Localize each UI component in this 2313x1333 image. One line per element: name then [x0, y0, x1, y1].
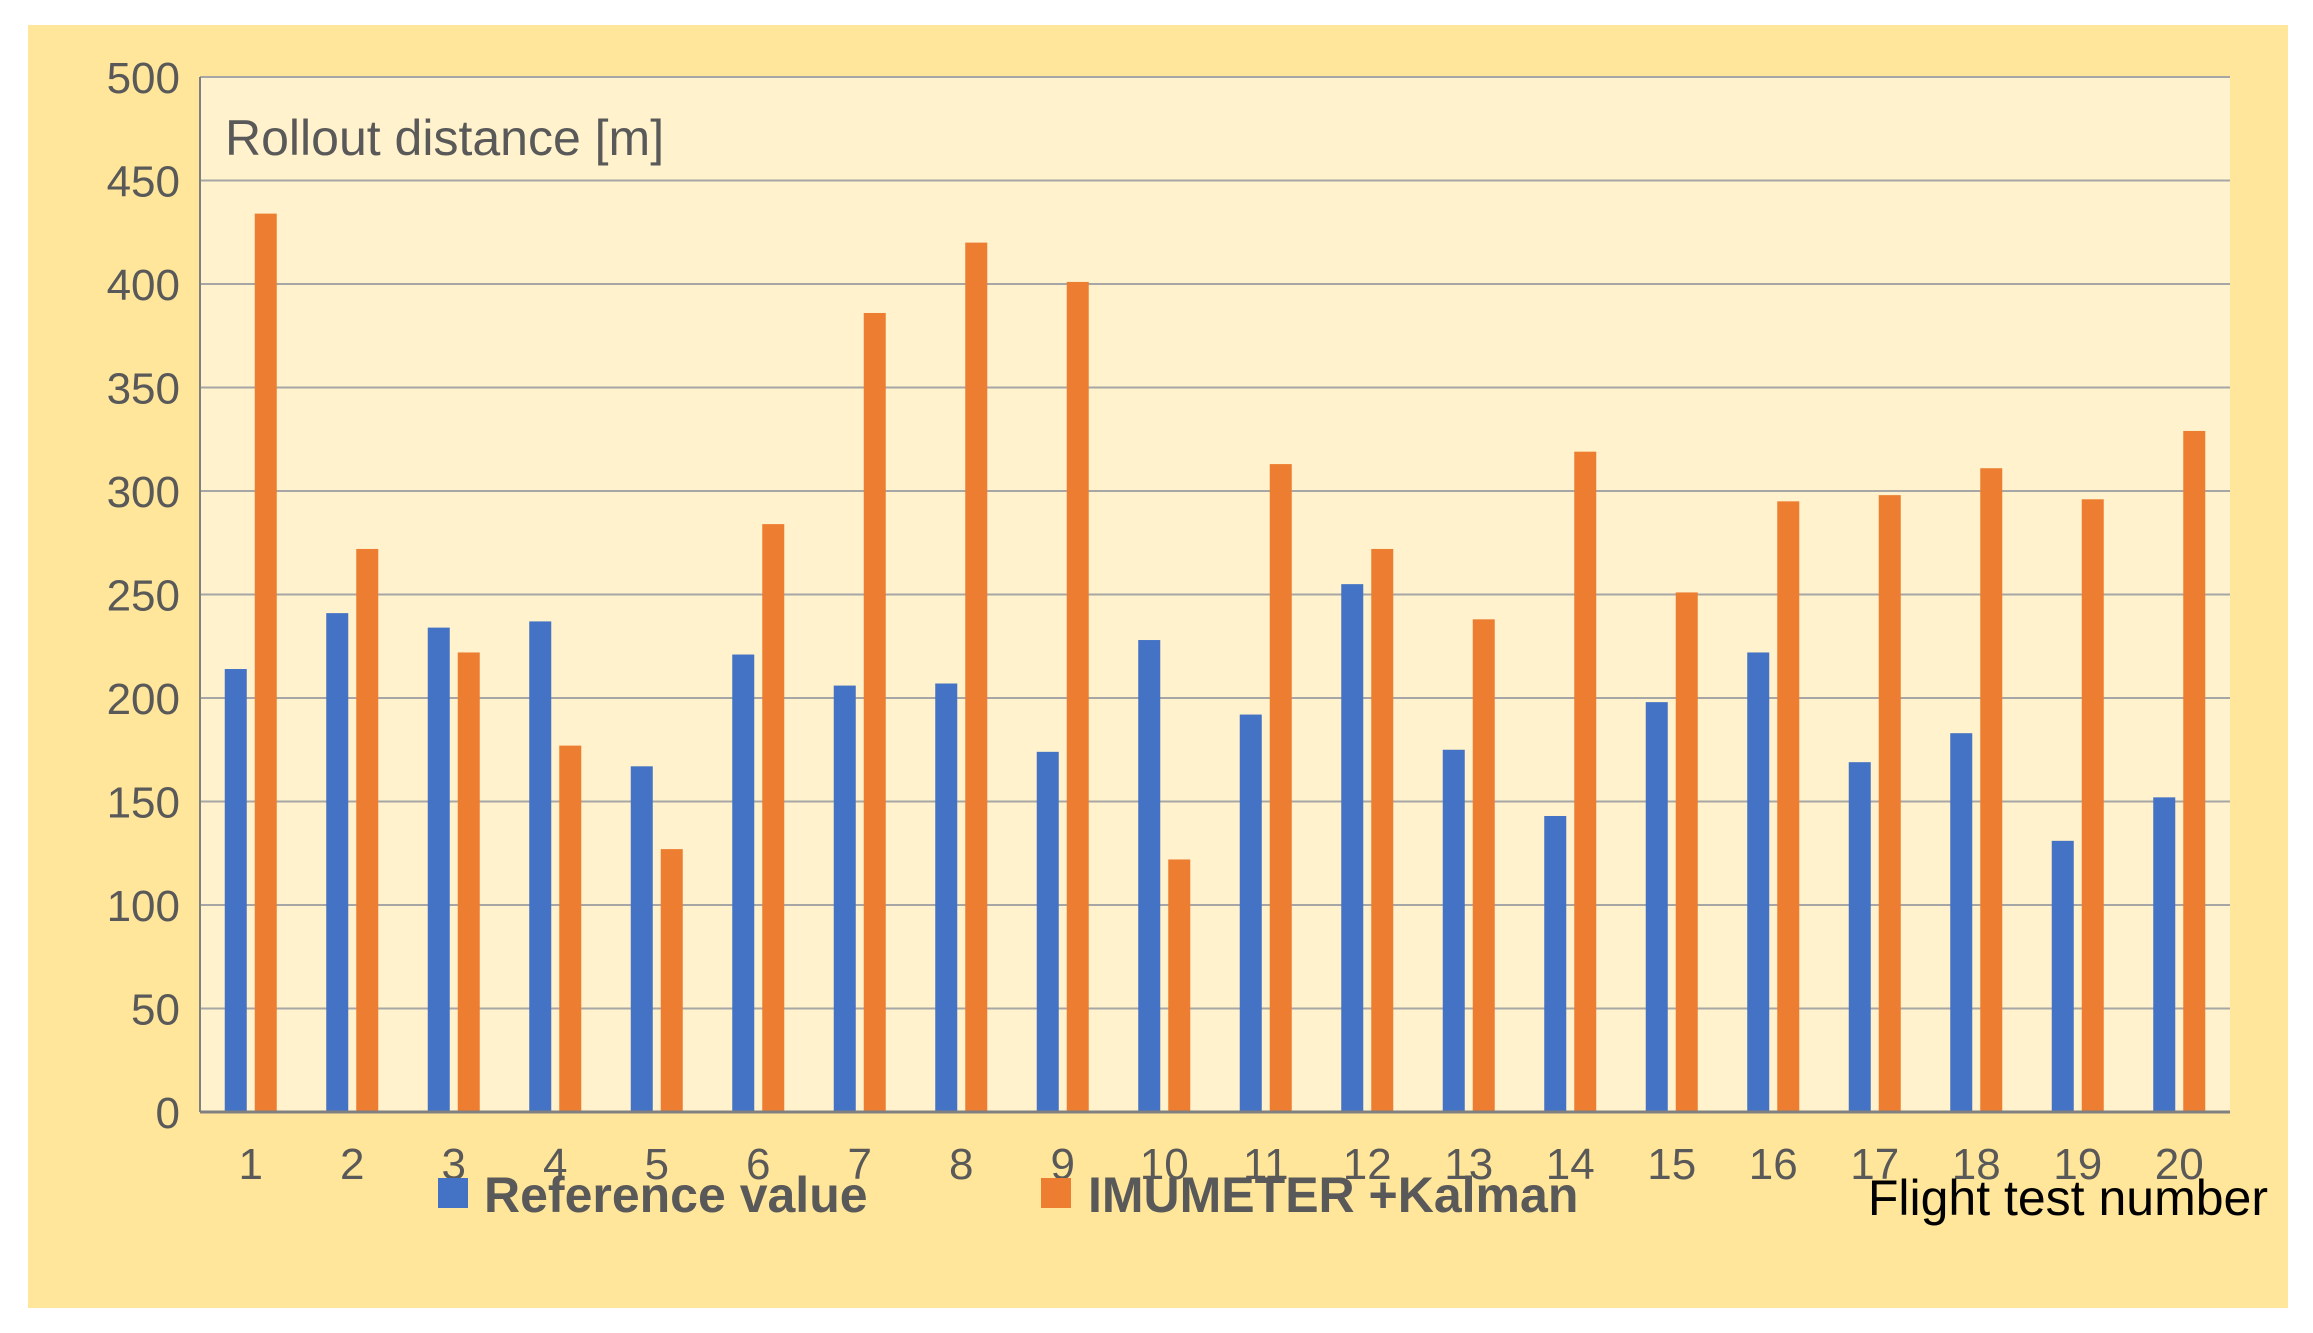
bar-imumeter-6	[762, 524, 785, 1112]
x-tick-label-4: 4	[543, 1140, 567, 1189]
bar-imumeter-15	[1675, 592, 1698, 1112]
y-tick-labels: 0 50 100 150 200 250 300 350 400 450 500	[107, 54, 180, 1138]
x-tick-label-1: 1	[239, 1140, 263, 1189]
x-tick-label-17: 17	[1850, 1140, 1899, 1189]
bar-imumeter-5	[660, 849, 683, 1112]
bar-reference-2	[326, 613, 349, 1112]
y-tick-label-100: 100	[107, 882, 180, 931]
x-tick-label-15: 15	[1647, 1140, 1696, 1189]
bar-imumeter-13	[1472, 619, 1495, 1112]
bar-reference-8	[935, 683, 958, 1112]
x-axis-label: Flight test number	[1868, 1170, 2268, 1226]
x-tick-label-19: 19	[2053, 1140, 2102, 1189]
legend: Reference value IMUMETER +Kalman	[438, 1167, 1578, 1223]
bars	[224, 213, 2206, 1113]
bar-reference-5	[630, 766, 653, 1112]
legend-label-reference: Reference value	[484, 1167, 868, 1223]
bar-imumeter-8	[965, 242, 988, 1113]
x-tick-label-6: 6	[746, 1140, 770, 1189]
y-tick-label-150: 150	[107, 779, 180, 828]
bar-imumeter-10	[1168, 859, 1191, 1112]
y-tick-label-400: 400	[107, 261, 180, 310]
x-tick-label-11: 11	[1243, 1140, 1289, 1189]
bar-imumeter-16	[1777, 501, 1800, 1113]
x-tick-label-7: 7	[848, 1140, 872, 1189]
y-tick-label-450: 450	[107, 158, 180, 207]
bar-imumeter-19	[2081, 499, 2104, 1112]
x-tick-label-12: 12	[1343, 1140, 1392, 1189]
bar-imumeter-4	[559, 745, 582, 1112]
x-tick-label-13: 13	[1444, 1140, 1493, 1189]
y-tick-label-250: 250	[107, 572, 180, 621]
y-tick-label-300: 300	[107, 468, 180, 517]
bar-reference-7	[833, 685, 856, 1112]
y-tick-label-50: 50	[131, 986, 180, 1035]
bar-imumeter-20	[2183, 430, 2206, 1113]
bar-reference-4	[529, 621, 552, 1112]
bar-reference-17	[1848, 762, 1871, 1112]
bar-reference-14	[1544, 815, 1567, 1112]
legend-label-imumeter: IMUMETER +Kalman	[1088, 1167, 1578, 1223]
bar-reference-20	[2153, 797, 2176, 1112]
chart-annotation: Rollout distance [m]	[225, 110, 664, 166]
x-tick-label-20: 20	[2155, 1140, 2204, 1189]
x-tick-labels: 1 2 3 4 5 6 7 8 9 10 11 12 13 14 15 16 17 18 19 20	[239, 1140, 2204, 1189]
bar-imumeter-18	[1980, 468, 2003, 1113]
bar-imumeter-12	[1371, 548, 1394, 1112]
bar-imumeter-2	[356, 548, 379, 1112]
bar-imumeter-1	[254, 213, 277, 1112]
x-tick-label-10: 10	[1140, 1140, 1189, 1189]
bar-imumeter-17	[1878, 495, 1901, 1112]
axes	[199, 77, 2230, 1114]
bar-reference-6	[732, 654, 755, 1112]
bar-imumeter-9	[1066, 281, 1089, 1112]
bar-reference-10	[1138, 640, 1161, 1112]
bar-reference-12	[1341, 584, 1364, 1112]
bar-reference-11	[1239, 714, 1262, 1112]
legend-swatch-reference	[438, 1178, 468, 1208]
x-tick-label-8: 8	[949, 1140, 973, 1189]
legend-swatch-imumeter	[1041, 1178, 1071, 1208]
bar-reference-13	[1442, 749, 1465, 1112]
bar-reference-9	[1036, 751, 1059, 1112]
bar-reference-3	[427, 627, 450, 1112]
bar-reference-15	[1645, 702, 1668, 1112]
x-tick-label-18: 18	[1952, 1140, 2001, 1189]
bar-imumeter-14	[1574, 451, 1597, 1112]
x-tick-label-5: 5	[645, 1140, 669, 1189]
y-tick-label-350: 350	[107, 365, 180, 414]
bar-reference-19	[2051, 840, 2074, 1112]
y-tick-label-0: 0	[156, 1089, 180, 1138]
bar-reference-18	[1950, 733, 1973, 1112]
x-tick-label-2: 2	[340, 1140, 364, 1189]
y-tick-label-500: 500	[107, 54, 180, 103]
x-tick-label-14: 14	[1546, 1140, 1595, 1189]
bar-reference-1	[224, 669, 247, 1112]
x-tick-label-16: 16	[1749, 1140, 1798, 1189]
y-tick-label-200: 200	[107, 675, 180, 724]
bar-reference-16	[1747, 652, 1770, 1112]
bar-imumeter-7	[863, 312, 886, 1113]
bar-imumeter-11	[1269, 464, 1292, 1113]
bar-imumeter-3	[457, 652, 480, 1112]
